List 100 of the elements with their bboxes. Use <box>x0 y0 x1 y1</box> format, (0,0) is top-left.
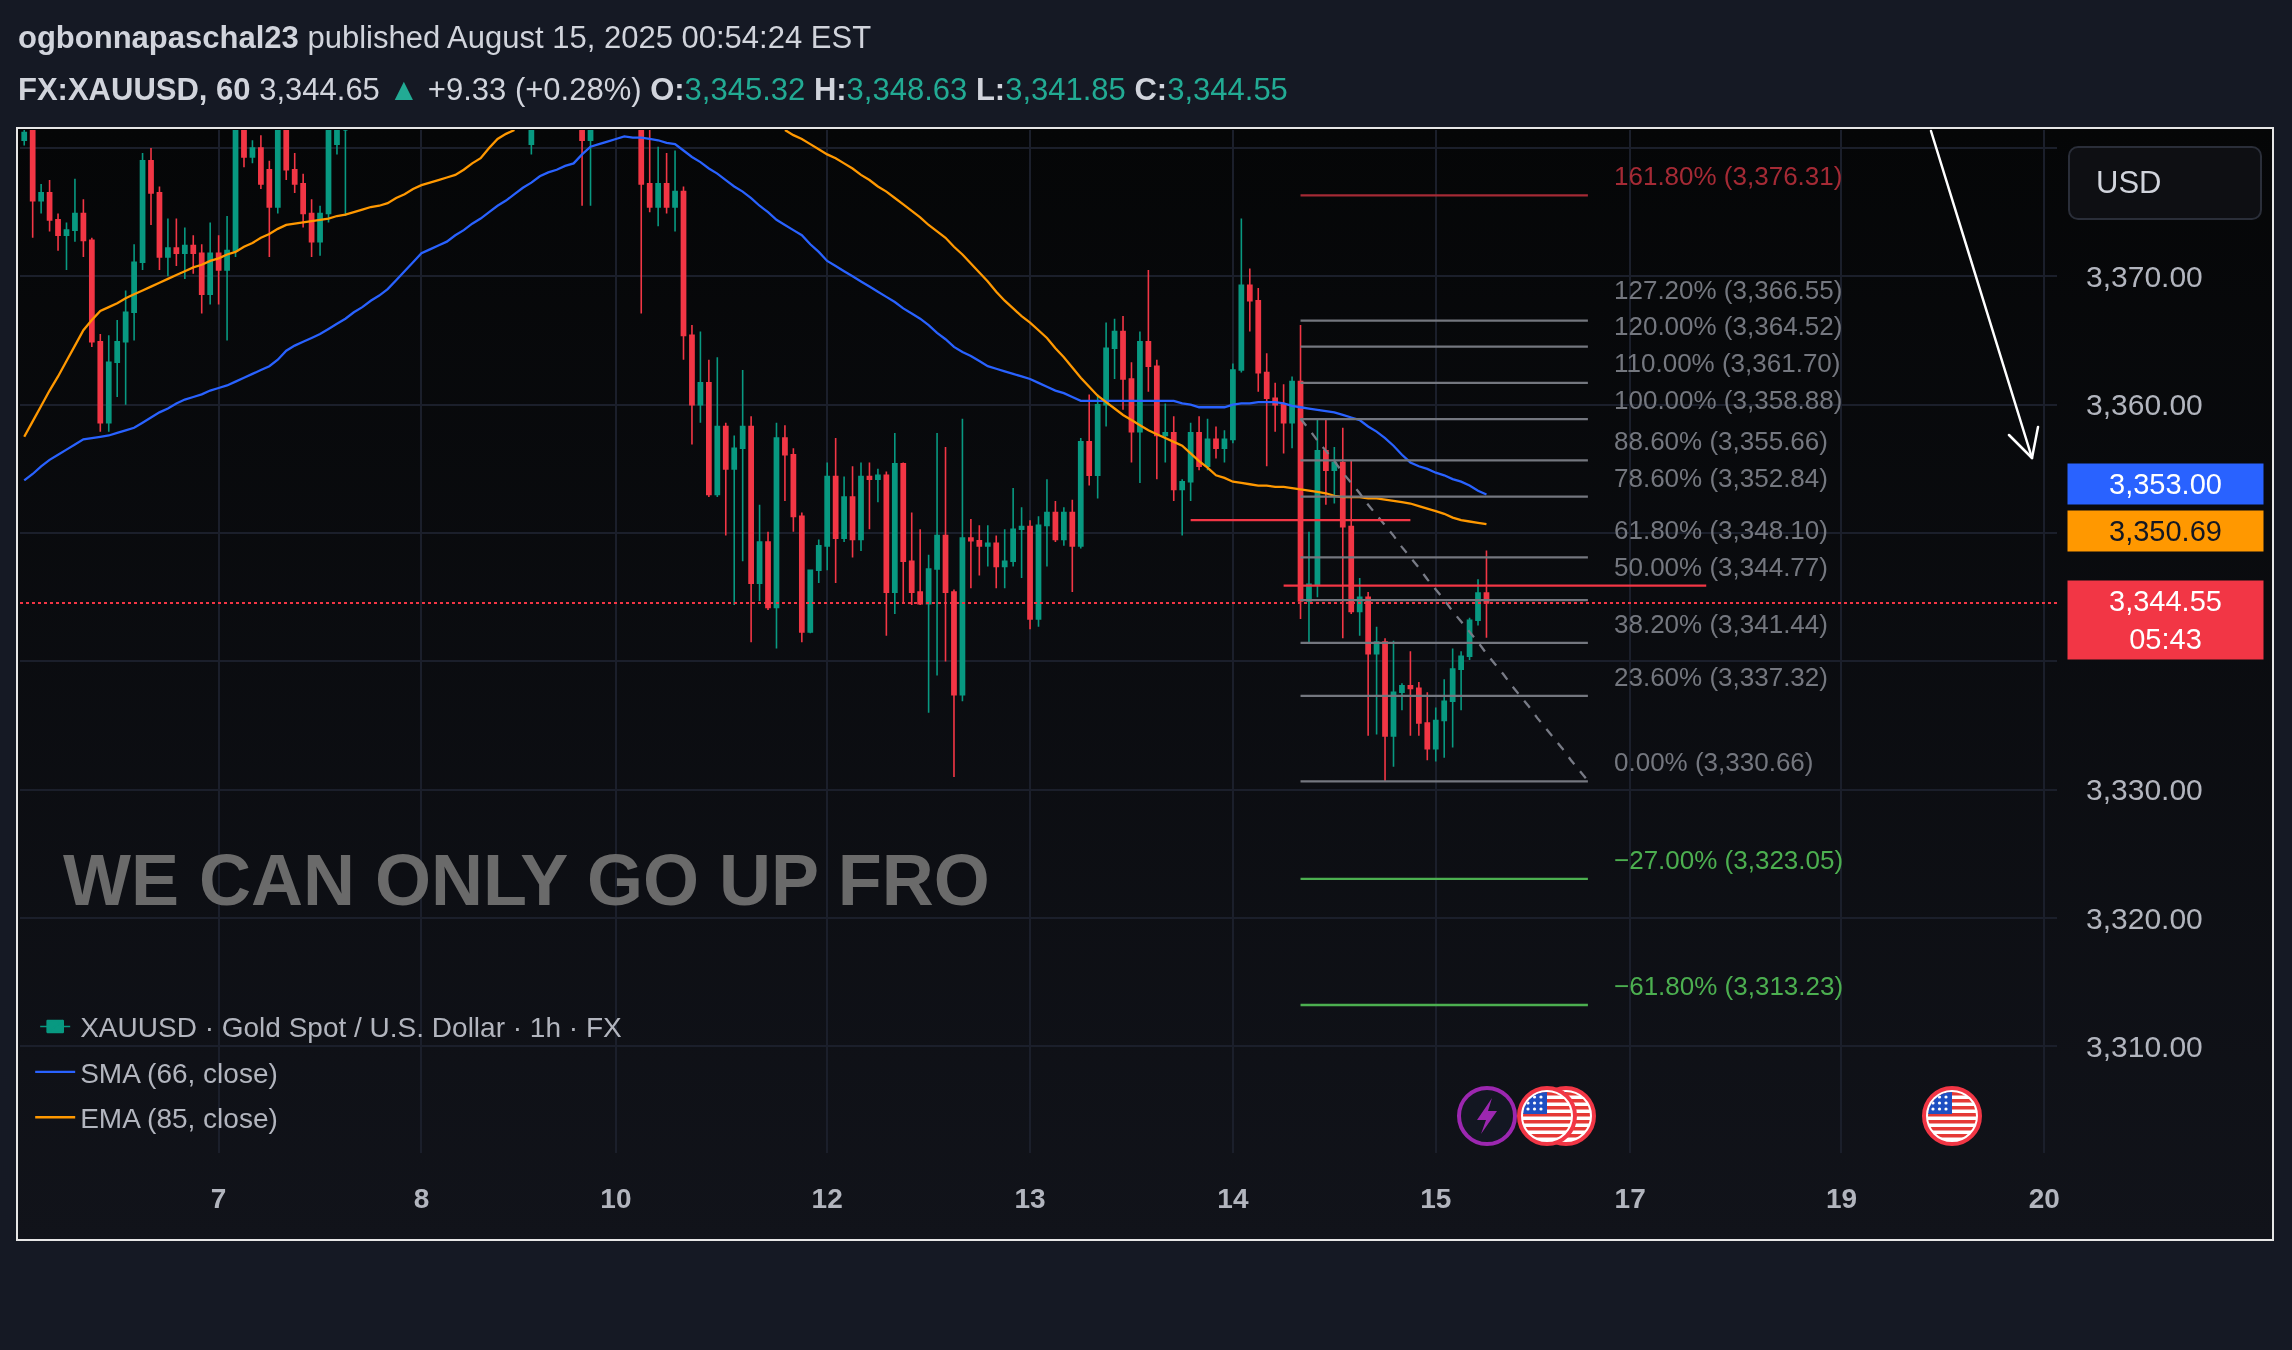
candlestick <box>300 172 307 229</box>
candlestick <box>207 221 214 306</box>
series-label: 61.80% (3,348.10) <box>1614 515 1828 545</box>
candlestick <box>291 152 298 194</box>
series-label: 38.20% (3,341.44) <box>1614 609 1828 639</box>
candlestick <box>1196 415 1202 471</box>
candlestick <box>646 130 653 213</box>
candlestick <box>258 134 264 190</box>
candlestick <box>1432 706 1439 763</box>
candlestick <box>655 145 662 228</box>
candlestick <box>579 130 585 207</box>
candlestick <box>148 147 154 226</box>
candlestick <box>72 177 78 243</box>
candlestick <box>1086 393 1093 487</box>
chart-title: ogbonnapaschal23 published August 15, 2025 00:54:24 EST <box>18 20 872 55</box>
candlestick <box>1153 358 1160 480</box>
candlestick <box>1060 506 1067 547</box>
candlestick <box>891 432 898 615</box>
candlestick <box>38 183 44 215</box>
candlestick <box>993 534 1000 590</box>
candlestick <box>274 130 281 215</box>
candlestick <box>714 356 721 498</box>
candlestick <box>959 418 966 702</box>
candlestick <box>824 461 831 572</box>
candlestick <box>782 424 788 502</box>
candlestick <box>1399 682 1405 711</box>
ref-line-label: 3,344.55 05:43 <box>2109 585 2222 655</box>
series-label: 100.00% (3,358.88) <box>1614 385 1843 415</box>
series-label: 161.80% (3,376.31) <box>1614 161 1843 191</box>
x-tick-label: 17 <box>1614 1183 1646 1214</box>
candlestick <box>689 324 695 446</box>
text: 3,353.00 <box>2109 468 2222 500</box>
candlestick <box>587 130 594 207</box>
candlestick <box>190 234 197 275</box>
candlestick <box>1103 321 1109 428</box>
candlestick <box>841 475 847 543</box>
series-label: 78.60% (3,352.84) <box>1614 463 1828 493</box>
series-label: 127.20% (3,366.55) <box>1614 275 1843 305</box>
series-label: −61.80% (3,313.23) <box>1614 971 1844 1001</box>
candlestick <box>122 289 129 406</box>
candlestick <box>984 524 991 568</box>
candlestick <box>1137 330 1143 484</box>
candlestick <box>832 437 839 584</box>
candlestick <box>1187 421 1194 502</box>
candlestick <box>249 139 256 165</box>
currency-button: USD <box>2068 146 2262 220</box>
series-label: 23.60% (3,337.32) <box>1614 662 1828 692</box>
y-tick-label: 3,320.00 <box>2086 901 2203 935</box>
series-label: 0.00% (3,330.66) <box>1614 747 1814 777</box>
candlestick <box>731 434 738 606</box>
candlestick <box>1407 650 1414 737</box>
candlestick <box>1145 269 1152 393</box>
candlestick <box>1255 287 1262 393</box>
candlestick <box>866 461 873 530</box>
candlestick <box>739 369 746 563</box>
candlestick <box>705 358 712 498</box>
candlestick <box>215 234 222 306</box>
candlestick <box>55 212 61 252</box>
candlestick <box>63 221 70 271</box>
candlestick <box>1230 362 1236 444</box>
candlestick <box>1272 382 1279 433</box>
candlestick <box>1179 478 1186 537</box>
candlestick <box>1162 402 1169 464</box>
candlestick <box>80 198 87 258</box>
candlestick <box>672 149 678 233</box>
candlestick <box>181 226 188 280</box>
candlestick <box>21 130 28 147</box>
candlestick <box>756 504 763 602</box>
y-tick-label: 3,370.00 <box>2086 259 2203 293</box>
candlestick <box>815 538 822 584</box>
candlestick <box>283 130 290 181</box>
candlestick <box>1018 506 1025 579</box>
candlestick <box>29 130 36 239</box>
x-tick-label: 7 <box>210 1183 227 1214</box>
candlestick <box>105 334 112 433</box>
candlestick <box>976 524 983 577</box>
candlestick <box>1449 647 1456 749</box>
legend-label: XAUUSD · Gold Spot / U.S. Dollar · 1h · FX <box>80 1012 622 1044</box>
candlestick <box>1458 650 1464 711</box>
candlestick <box>1170 415 1177 502</box>
candlestick <box>266 160 273 258</box>
candlestick <box>114 319 121 398</box>
candlestick <box>1246 267 1253 333</box>
series-label: 88.60% (3,355.66) <box>1614 426 1828 456</box>
candlestick <box>165 217 171 278</box>
x-tick-label: 14 <box>1217 1183 1249 1214</box>
annotation: WE CAN ONLY GO UP FRO <box>63 840 990 920</box>
legend-label: EMA (85, close) <box>80 1103 278 1135</box>
candlestick <box>1263 352 1270 468</box>
candlestick <box>1331 446 1338 505</box>
candlestick <box>1306 530 1312 643</box>
series-label: 110.00% (3,361.70) <box>1614 348 1841 378</box>
x-tick-label: 8 <box>413 1183 430 1214</box>
candlestick <box>528 130 535 156</box>
candlestick <box>198 243 205 315</box>
candlestick <box>968 518 974 590</box>
x-tick-label: 10 <box>600 1183 632 1214</box>
candlestick <box>1424 691 1431 762</box>
y-tick-label: 3,360.00 <box>2086 388 2203 422</box>
candlestick <box>1120 315 1126 411</box>
